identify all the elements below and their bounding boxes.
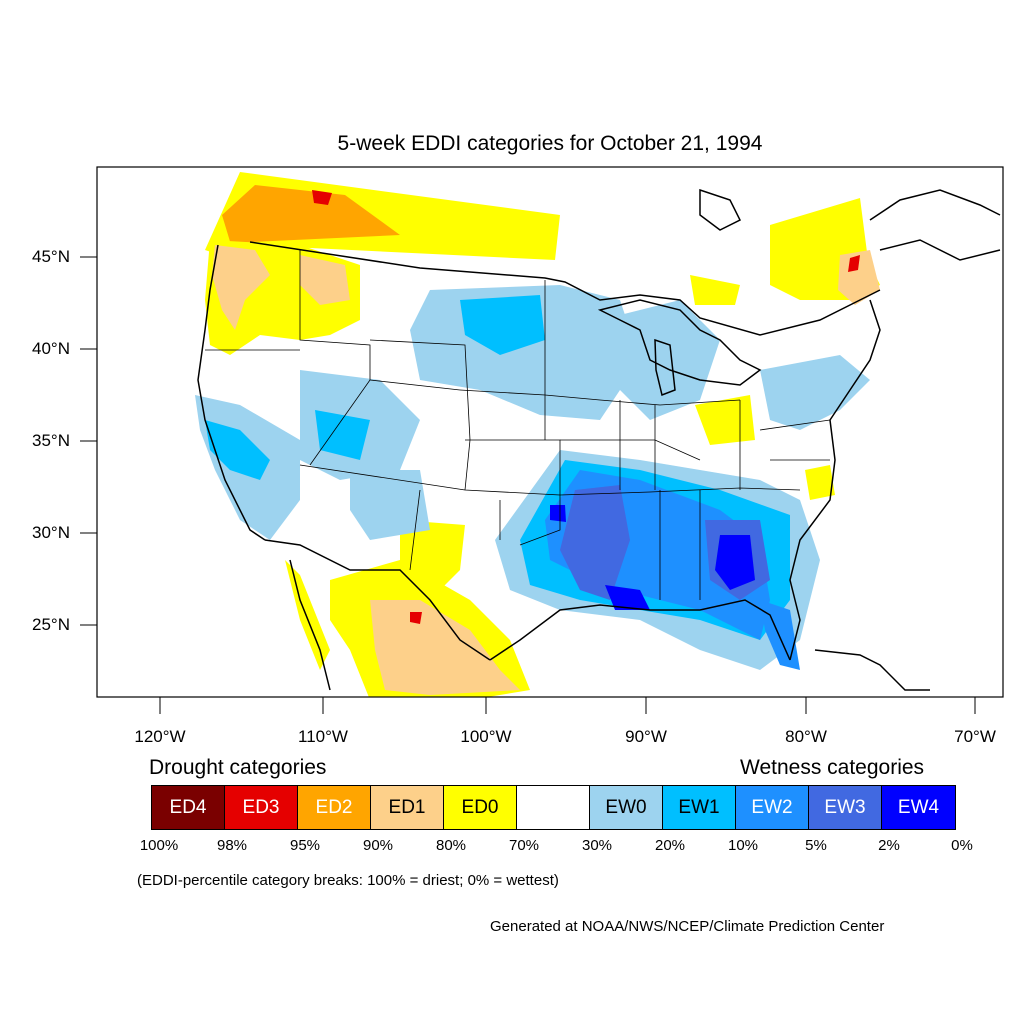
legend-cell-ed1: ED1: [371, 786, 444, 829]
northern-plains-ew1-area: [460, 295, 545, 355]
category-break-note: (EDDI-percentile category breaks: 100% =…: [137, 872, 559, 889]
baja-ed0-strip: [285, 560, 330, 670]
legend-break-label: 98%: [216, 837, 248, 854]
legend-cell-ew2: EW2: [736, 786, 809, 829]
legend-break-label: 90%: [362, 837, 394, 854]
west-coast: [197, 244, 266, 541]
gulf-ew4-spot: [605, 585, 650, 610]
legend-break-label: 10%: [727, 837, 759, 854]
quebec-ed1-area: [838, 250, 880, 305]
great-lakes-outline: [597, 299, 762, 386]
mexico-ed1-area: [370, 600, 520, 695]
legend-cell-ew0: EW0: [590, 786, 663, 829]
lake-michigan-outline: [654, 338, 676, 397]
maritimes-coast: [879, 239, 1001, 261]
legend-break-label: 80%: [435, 837, 467, 854]
drought-categories-heading: Drought categories: [149, 756, 327, 779]
arkansas-ew4-spot: [550, 505, 566, 522]
legend-break-label: 70%: [508, 837, 540, 854]
legend-break-label: 20%: [654, 837, 686, 854]
legend-color-bar: ED4 ED3 ED2 ED1 ED0 EW0 EW1 EW2 EW3 EW4: [151, 785, 956, 830]
utah-ew1-area: [315, 410, 370, 460]
quebec-ed3-spot: [848, 255, 860, 272]
wetness-categories-heading: Wetness categories: [740, 756, 925, 779]
ontario-ed0-area: [690, 275, 740, 305]
south-ew3-area: [560, 485, 630, 600]
legend-cell-ed4: ED4: [152, 786, 225, 829]
state-lines: [205, 250, 831, 600]
legend-break-label: 95%: [289, 837, 321, 854]
lon-label-120w: 120°W: [134, 727, 186, 746]
lon-label-110w: 110°W: [298, 727, 348, 746]
northwest-ed1-area: [212, 245, 270, 330]
northeast-ew0-area: [760, 355, 870, 430]
lon-label-70w: 70°W: [954, 727, 996, 746]
mexico-ed3-spot: [410, 612, 422, 624]
texas-ed0-area: [400, 520, 465, 600]
caribbean-islands: [814, 649, 930, 691]
legend-break-label: 5%: [805, 837, 827, 854]
legend-cell-ew4: EW4: [882, 786, 955, 829]
map-frame-border: [96, 166, 1004, 698]
lat-label-30: 30°N: [32, 523, 70, 542]
great-lakes-ew0-area: [600, 300, 720, 420]
carolina-ed0-area: [805, 465, 835, 500]
legend-cell-ew1: EW1: [663, 786, 736, 829]
credit-line: Generated at NOAA/NWS/NCEP/Climate Predi…: [490, 918, 885, 935]
legend-cell-ed2: ED2: [298, 786, 371, 829]
lat-label-40: 40°N: [32, 339, 70, 358]
hudson-bay-coast: [699, 188, 742, 231]
lat-label-35: 35°N: [32, 431, 70, 450]
east-canada-coast: [869, 189, 1001, 221]
legend-break-label: 0%: [951, 837, 973, 854]
legend-break-label: 30%: [581, 837, 613, 854]
us-mexico-border: [264, 539, 491, 661]
lat-label-45: 45°N: [32, 247, 70, 266]
legend-cell-none: [517, 786, 590, 829]
legend-break-label: 100%: [139, 837, 179, 854]
canada-southwest-ed2-area: [222, 185, 400, 258]
new-mexico-ew0-area: [350, 470, 430, 540]
florida-ew2-area: [760, 600, 800, 670]
lat-label-25: 25°N: [32, 615, 70, 634]
boundary-lines: [197, 188, 1001, 691]
legend-break-label: 2%: [878, 837, 900, 854]
georgia-ew4-spot: [715, 535, 755, 590]
map-title: 5-week EDDI categories for October 21, 1…: [337, 132, 763, 155]
canada-southwest-ed3-spot: [312, 190, 332, 205]
idaho-ed1-area: [300, 255, 350, 305]
category-fill-layer: [195, 172, 880, 697]
east-coast: [789, 299, 881, 661]
axis-ticks: [80, 256, 976, 714]
lon-label-80w: 80°W: [785, 727, 827, 746]
gulf-coast: [489, 599, 791, 661]
us-canada-border: [249, 241, 881, 336]
legend-cell-ed3: ED3: [225, 786, 298, 829]
legend-cell-ew3: EW3: [809, 786, 882, 829]
lon-label-100w: 100°W: [460, 727, 512, 746]
legend-cell-ed0: ED0: [444, 786, 517, 829]
mexico-west-coast: [289, 559, 331, 691]
california-ew1-area: [205, 420, 270, 480]
lon-label-90w: 90°W: [625, 727, 667, 746]
